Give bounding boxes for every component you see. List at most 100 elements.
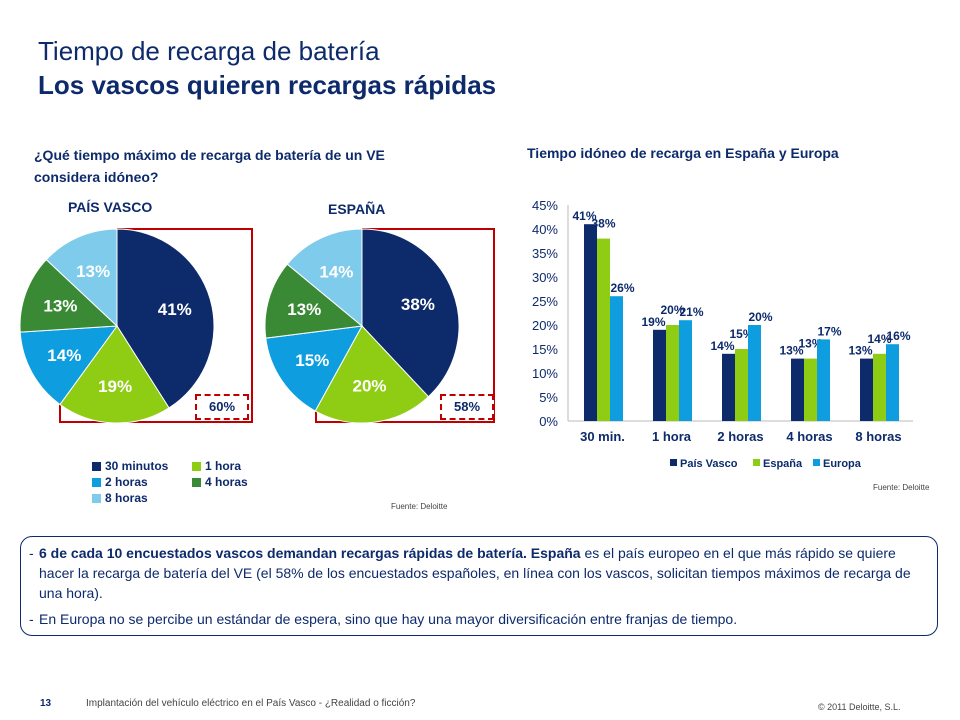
- x-tick-label: 2 horas: [717, 429, 763, 444]
- pie-slice: [265, 325, 363, 412]
- legend-label: España: [763, 458, 803, 470]
- bar-data-label: 21%: [679, 305, 703, 319]
- bar-data-label: 16%: [886, 329, 910, 343]
- pie-slice-label: 14%: [47, 346, 81, 365]
- bar-data-label: 19%: [641, 315, 665, 329]
- bar-data-label: 13%: [779, 344, 803, 358]
- pie-slice: [314, 325, 430, 424]
- pie-question: ¿Qué tiempo máximo de recarga de batería…: [34, 147, 385, 185]
- bar: [653, 329, 666, 421]
- highlight-bracket-espana: [315, 228, 495, 423]
- bar: [817, 339, 830, 421]
- pie-slice-label: 13%: [76, 262, 110, 281]
- slide-subtitle: Los vascos quieren recargas rápidas: [38, 70, 497, 100]
- y-tick-label: 0%: [539, 414, 558, 429]
- pie-slice-label: 38%: [401, 295, 435, 314]
- bar: [804, 358, 817, 421]
- bar-chart-title: Tiempo idóneo de recarga en España y Eur…: [527, 145, 839, 161]
- legend-label: Europa: [823, 458, 862, 470]
- pie-slice: [361, 228, 460, 398]
- bar: [791, 358, 804, 421]
- x-tick-label: 1 hora: [652, 429, 692, 444]
- bar: [735, 349, 748, 421]
- swatch-4horas: [192, 477, 201, 487]
- y-tick-label: 10%: [532, 366, 558, 381]
- bar: [722, 353, 735, 421]
- highlight-box-pais-vasco: 60%: [195, 394, 249, 420]
- legend-item: 1 hora: [192, 458, 292, 474]
- y-tick-label: 35%: [532, 246, 558, 261]
- legend-item: 4 horas: [192, 474, 292, 490]
- pie-slice-label: 13%: [287, 300, 321, 319]
- bar: [584, 224, 597, 421]
- copyright: © 2011 Deloitte, S.L.: [818, 702, 901, 712]
- legend-item: 8 horas: [92, 490, 192, 506]
- source-left: Fuente: Deloitte: [391, 502, 448, 511]
- bar: [666, 325, 679, 421]
- summary-box: -6 de cada 10 encuestados vascos demanda…: [20, 536, 938, 636]
- bar-data-label: 17%: [817, 324, 841, 338]
- pie-charts: 41% 19% 14% 13% 13% 38% 20% 15% 13% 14%: [19, 228, 495, 424]
- bullet-1-bold: 6 de cada 10 encuestados vascos demandan…: [39, 545, 581, 561]
- pie-slice-label: 20%: [353, 377, 387, 396]
- pie-slice-label: 14%: [319, 263, 353, 282]
- pie-slice: [45, 228, 118, 328]
- highlight-bracket-pais-vasco: [59, 228, 253, 423]
- slide-title: Tiempo de recarga de batería: [38, 36, 380, 66]
- y-tick-label: 5%: [539, 390, 558, 405]
- pie-slice-label: 41%: [158, 300, 192, 319]
- legend-swatch: [670, 459, 677, 466]
- bar: [610, 296, 623, 421]
- pie-slice-label: 19%: [98, 377, 132, 396]
- pie-slice: [19, 258, 119, 333]
- y-tick-label: 20%: [532, 318, 558, 333]
- x-tick-label: 8 horas: [855, 429, 901, 444]
- pie-label-pais-vasco: PAÍS VASCO: [68, 199, 153, 215]
- pie-slice-label: 13%: [43, 297, 77, 316]
- bar-data-label: 13%: [798, 337, 822, 351]
- bar-data-label: 14%: [867, 332, 891, 346]
- x-tick-label: 4 horas: [786, 429, 832, 444]
- bullet-2-text: En Europa no se percibe un estándar de e…: [39, 611, 738, 627]
- pie-slice: [116, 228, 215, 409]
- swatch-8horas: [92, 493, 101, 503]
- bullet-1-text: es el país europeo en el que más rápido …: [39, 545, 911, 601]
- bar: [597, 238, 610, 421]
- highlight-box-espana: 58%: [440, 394, 494, 420]
- bar: [873, 353, 886, 421]
- bar-data-label: 38%: [591, 217, 615, 231]
- page-number: 13: [40, 698, 52, 709]
- bar-data-label: 41%: [572, 209, 596, 223]
- pie-slice: [286, 228, 363, 328]
- bar: [860, 358, 873, 421]
- bar-data-label: 14%: [710, 339, 734, 353]
- pie-label-espana: ESPAÑA: [328, 201, 386, 217]
- y-tick-label: 40%: [532, 222, 558, 237]
- pie-slice-label: 15%: [295, 351, 329, 370]
- pie-espana: 38% 20% 15% 13% 14%: [264, 228, 460, 424]
- bar-data-label: 20%: [660, 303, 684, 317]
- pie-slice: [59, 325, 170, 424]
- swatch-30min: [92, 461, 101, 471]
- bar-data-label: 13%: [848, 344, 872, 358]
- x-tick-label: 30 min.: [580, 429, 625, 444]
- y-tick-label: 25%: [532, 294, 558, 309]
- legend-swatch: [753, 459, 760, 466]
- y-tick-label: 30%: [532, 270, 558, 285]
- bar: [679, 320, 692, 421]
- footer-text: Implantación del vehículo eléctrico en e…: [86, 698, 416, 709]
- pie-slice: [19, 325, 119, 406]
- pie-pais-vasco: 41% 19% 14% 13% 13%: [19, 228, 215, 424]
- bar-data-label: 26%: [610, 281, 634, 295]
- swatch-2horas: [92, 477, 101, 487]
- bar-chart: 0% 5% 10% 15% 20% 25% 30% 35% 40% 45% 41%38% 26% 30 …: [532, 198, 913, 470]
- y-tick-label: 15%: [532, 342, 558, 357]
- bar-data-label: 15%: [729, 327, 753, 341]
- legend-swatch: [813, 459, 820, 466]
- summary-bullet-2: - En Europa no se percibe un estándar de …: [29, 611, 738, 627]
- legend-label: País Vasco: [680, 458, 738, 470]
- source-right: Fuente: Deloitte: [873, 483, 930, 492]
- bar: [886, 344, 899, 421]
- pie-slice: [264, 263, 364, 339]
- legend-item: 30 minutos: [92, 458, 192, 474]
